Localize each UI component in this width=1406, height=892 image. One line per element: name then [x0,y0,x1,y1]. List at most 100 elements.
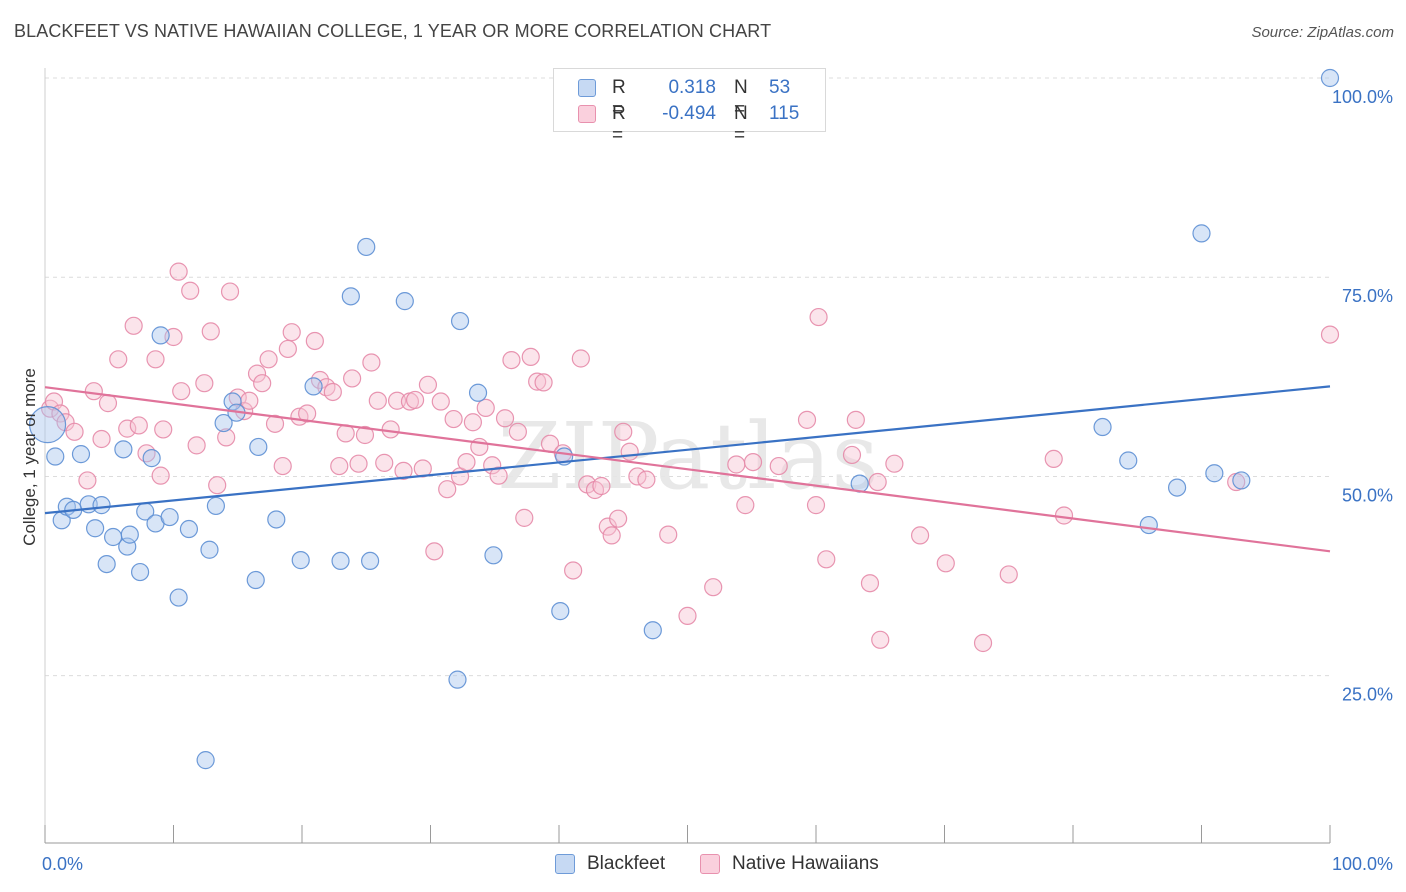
blackfeet-point [196,751,215,770]
native-hawaiians-point [999,565,1018,584]
native-hawaiians-point [247,364,267,383]
native-hawaiians-point [349,454,368,473]
grid-lines [45,77,1330,677]
native-hawaiians-point [169,262,188,281]
bottom-legend-swatch-pink [700,854,720,874]
native-hawaiians-point [282,323,301,342]
native-hawaiians-point [253,374,272,393]
native-hawaiians-point [564,561,583,580]
native-hawaiians-point [78,471,97,490]
native-hawaiians-point [885,454,904,473]
blackfeet-point [331,551,350,571]
native-hawaiians-point [375,453,394,472]
blackfeet-point [118,537,137,556]
bottom-legend: Blackfeet Native Hawaiians [0,852,1406,878]
native-hawaiians-point [343,369,362,388]
native-hawaiians-point [528,372,547,391]
native-hawaiians-point [637,470,656,489]
native-hawaiians-point [457,452,476,472]
axes [44,68,1331,844]
native-hawaiians-point [1320,325,1340,344]
blackfeet-point [450,311,470,331]
native-hawaiians-point [609,509,628,528]
native-hawaiians-point [438,480,457,499]
blackfeet-point [1167,478,1187,497]
y-tick-label: 75.0% [1342,286,1393,306]
blackfeet-point [206,496,226,516]
native-hawaiians-point [476,398,495,418]
native-hawaiians-point [187,436,206,455]
blackfeet-point [46,447,65,466]
native-hawaiians-point [495,409,515,428]
native-hawaiians-point [809,307,828,327]
native-hawaiians-point [323,382,342,402]
native-hawaiians-point [592,476,611,496]
chart-title: BLACKFEET VS NATIVE HAWAIIAN COLLEGE, 1 … [14,21,772,41]
native-hawaiians-point [129,416,148,435]
native-hawaiians-point [515,508,534,527]
native-hawaiians-point [220,282,240,301]
blackfeet-point [130,562,150,582]
native-hawaiians-point [240,391,259,410]
blackfeet-point [97,554,116,574]
native-hawaiians-point [418,375,438,394]
x-tick-label: 0.0% [42,854,83,874]
native-hawaiians-point [868,472,887,492]
native-hawaiians-point [118,419,137,438]
legend-n-label: N = [734,103,748,146]
native-hawaiians-point [273,456,292,476]
source-label: Source: ZipAtlas.com [1251,24,1394,41]
blackfeet-points [28,68,1340,770]
native-hawaiians-point [678,606,697,625]
native-hawaiians-point [362,353,381,372]
blackfeet-point [395,292,414,311]
blackfeet-point [1119,451,1138,470]
native-hawaiians-point [508,422,527,441]
blackfeet-point [448,670,467,689]
native-hawaiians-point [151,466,170,485]
blackfeet-point [643,621,662,640]
native-hawaiians-point [842,445,862,465]
native-hawaiians-point [571,349,590,368]
native-hawaiians-point [195,374,214,393]
native-hawaiians-point [154,420,173,439]
legend-swatch-blue [578,79,596,97]
native-hawaiians-point [463,413,483,432]
native-hawaiians-point [1054,506,1074,525]
native-hawaiians-point [910,526,930,545]
tick-labels: 25.0% 50.0% 75.0% 100.0% 0.0% 100.0% [42,87,1393,874]
blackfeet-point [214,413,233,433]
blackfeet-point [1093,417,1112,437]
native-hawaiians-point [381,420,400,439]
native-hawaiians-point [265,414,285,433]
native-hawaiians-point [489,466,508,485]
blackfeet-point [179,519,199,539]
y-axis-label: College, 1 year or more [20,368,39,546]
native-hawaiians-point [502,350,521,370]
blackfeet-point [200,540,219,559]
native-hawaiians-point [736,496,755,515]
native-hawaiians-point [936,554,955,573]
native-hawaiians-point [806,496,826,515]
native-hawaiians-point [659,525,678,544]
legend: R = 0.318 N = 53 R = -0.494 N = 115 [553,68,826,146]
native-hawaiians-point [217,428,236,447]
native-hawaiians-point [846,410,865,429]
native-hawaiians-point [797,410,817,429]
blackfeet-point [551,602,570,621]
blackfeet-point [267,510,286,529]
blackfeet-point [160,507,179,527]
legend-r-label: R = [612,103,626,146]
blackfeet-point [291,551,310,570]
native-hawaiians-point [124,316,143,335]
legend-r-value: -0.494 [662,103,716,124]
blackfeet-point [86,519,105,538]
bottom-legend-label: Blackfeet [587,853,666,874]
blackfeet-point [1205,464,1224,483]
bottom-legend-label: Native Hawaiians [732,853,879,874]
native-hawaiians-point [109,350,128,369]
native-hawaiians-point [405,390,425,410]
native-hawaiians-point [84,382,103,401]
blackfeet-point [1139,515,1158,535]
native-hawaiians-point [431,392,450,411]
